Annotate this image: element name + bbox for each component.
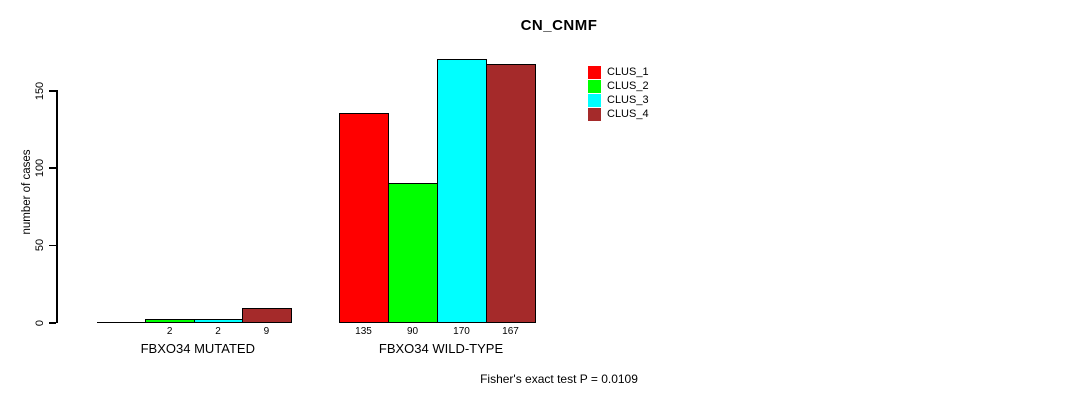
bar-clus_3-group2 bbox=[437, 59, 487, 323]
legend-row: CLUS_4 bbox=[588, 107, 649, 121]
x-group-label: FBXO34 WILD-TYPE bbox=[378, 341, 504, 356]
bar-clus_4-group1 bbox=[242, 308, 292, 323]
y-tick-mark bbox=[49, 244, 56, 247]
y-tick-mark bbox=[49, 167, 56, 169]
bar-value-label: 135 bbox=[355, 326, 372, 337]
legend-swatch-clus_3 bbox=[588, 93, 601, 107]
bar-value-label: 90 bbox=[406, 326, 419, 337]
bar-clus_2-group2 bbox=[388, 182, 438, 323]
footnote: Fisher's exact test P = 0.0109 bbox=[480, 372, 638, 386]
y-tick-mark bbox=[49, 90, 56, 92]
y-axis-title: number of cases bbox=[21, 149, 33, 235]
y-tick-mark bbox=[49, 322, 56, 324]
bar-clus_3-group1 bbox=[193, 318, 244, 323]
legend-label: CLUS_4 bbox=[607, 108, 649, 120]
bar-clus_2-group1 bbox=[145, 318, 195, 323]
legend-row: CLUS_1 bbox=[588, 65, 649, 79]
x-group-label: FBXO34 MUTATED bbox=[140, 341, 255, 356]
bar-value-label: 167 bbox=[502, 326, 519, 337]
y-tick-label: 150 bbox=[34, 81, 46, 100]
bar-value-label: 9 bbox=[263, 326, 270, 337]
legend-swatch-clus_4 bbox=[588, 107, 601, 121]
y-tick-label: 0 bbox=[34, 319, 46, 326]
legend-label: CLUS_2 bbox=[607, 80, 649, 92]
y-axis-line bbox=[56, 90, 58, 323]
legend-label: CLUS_1 bbox=[607, 66, 649, 78]
y-tick-label: 100 bbox=[34, 158, 46, 178]
legend-label: CLUS_3 bbox=[607, 94, 649, 106]
legend: CLUS_1 CLUS_2 CLUS_3 CLUS_4 bbox=[588, 65, 649, 121]
legend-row: CLUS_3 bbox=[588, 93, 649, 107]
chart-title: CN_CNMF bbox=[520, 17, 598, 34]
legend-swatch-clus_2 bbox=[588, 79, 601, 93]
legend-swatch-clus_1 bbox=[588, 65, 601, 79]
bar-clus_4-group2 bbox=[486, 63, 536, 323]
bar-clus_1-group2 bbox=[339, 113, 389, 323]
bar-value-label: 2 bbox=[215, 326, 221, 337]
legend-row: CLUS_2 bbox=[588, 79, 649, 93]
bar-value-label: 170 bbox=[453, 326, 470, 337]
y-tick-label: 50 bbox=[34, 239, 46, 252]
bar-value-label: 2 bbox=[166, 326, 173, 337]
